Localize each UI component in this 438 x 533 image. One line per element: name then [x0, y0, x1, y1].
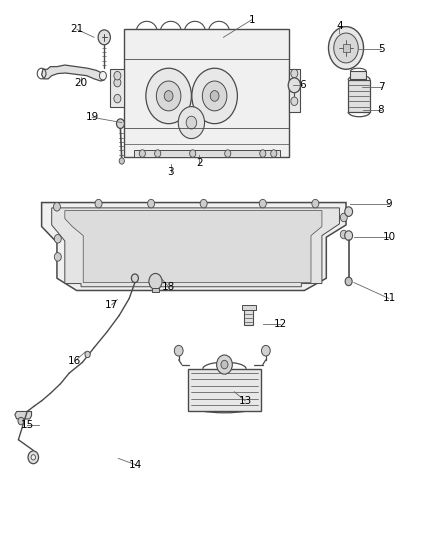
- Circle shape: [148, 199, 155, 208]
- Circle shape: [291, 69, 298, 78]
- Circle shape: [260, 150, 266, 157]
- Circle shape: [149, 273, 162, 289]
- Text: 15: 15: [21, 421, 34, 430]
- Text: 3: 3: [167, 167, 174, 177]
- Polygon shape: [15, 411, 32, 419]
- Circle shape: [225, 150, 231, 157]
- Circle shape: [288, 78, 300, 93]
- Circle shape: [139, 150, 145, 157]
- Circle shape: [200, 199, 207, 208]
- Circle shape: [54, 253, 61, 261]
- Circle shape: [174, 345, 183, 356]
- Text: 16: 16: [68, 357, 81, 366]
- Circle shape: [53, 203, 60, 211]
- Text: 12: 12: [274, 319, 287, 328]
- Text: 11: 11: [382, 294, 396, 303]
- Polygon shape: [42, 203, 346, 290]
- Polygon shape: [124, 29, 289, 157]
- Polygon shape: [52, 208, 339, 287]
- Circle shape: [202, 81, 227, 111]
- Circle shape: [178, 107, 205, 139]
- Circle shape: [156, 81, 181, 111]
- Circle shape: [186, 116, 197, 129]
- Circle shape: [114, 78, 121, 87]
- Text: 1: 1: [248, 15, 255, 25]
- Polygon shape: [343, 44, 350, 52]
- Text: 17: 17: [105, 300, 118, 310]
- Circle shape: [210, 91, 219, 101]
- Circle shape: [312, 199, 319, 208]
- Circle shape: [98, 30, 110, 45]
- Text: 19: 19: [85, 112, 99, 122]
- Text: 7: 7: [378, 82, 385, 92]
- Polygon shape: [348, 80, 370, 112]
- Circle shape: [85, 351, 90, 358]
- Circle shape: [216, 355, 232, 374]
- Circle shape: [114, 71, 121, 80]
- Text: 5: 5: [378, 44, 385, 53]
- Circle shape: [259, 199, 266, 208]
- Polygon shape: [65, 211, 322, 282]
- Polygon shape: [152, 288, 159, 292]
- Text: 21: 21: [70, 25, 83, 34]
- Circle shape: [190, 150, 196, 157]
- Circle shape: [345, 277, 352, 286]
- Text: 13: 13: [239, 396, 252, 406]
- Circle shape: [340, 213, 347, 222]
- Text: 10: 10: [382, 232, 396, 242]
- Circle shape: [334, 33, 358, 63]
- Circle shape: [155, 150, 161, 157]
- Polygon shape: [242, 305, 256, 310]
- Polygon shape: [350, 71, 366, 79]
- Circle shape: [131, 274, 138, 282]
- Polygon shape: [289, 69, 300, 112]
- Text: 9: 9: [385, 199, 392, 209]
- Circle shape: [54, 235, 61, 243]
- Circle shape: [261, 345, 270, 356]
- Text: 4: 4: [336, 21, 343, 30]
- Text: 2: 2: [196, 158, 203, 167]
- Text: 20: 20: [74, 78, 88, 87]
- Circle shape: [95, 199, 102, 208]
- Circle shape: [114, 94, 121, 103]
- Circle shape: [117, 119, 124, 128]
- Circle shape: [28, 451, 39, 464]
- Circle shape: [271, 150, 277, 157]
- Circle shape: [221, 360, 228, 369]
- Circle shape: [291, 81, 298, 90]
- Circle shape: [99, 71, 106, 80]
- Circle shape: [18, 417, 24, 425]
- Circle shape: [345, 231, 353, 240]
- Circle shape: [345, 207, 353, 216]
- Text: 18: 18: [162, 282, 175, 292]
- Circle shape: [291, 97, 298, 106]
- Polygon shape: [188, 369, 261, 411]
- Circle shape: [192, 68, 237, 124]
- Circle shape: [119, 158, 124, 164]
- Polygon shape: [110, 69, 124, 107]
- Circle shape: [340, 230, 347, 239]
- Circle shape: [31, 455, 35, 460]
- Circle shape: [146, 68, 191, 124]
- Text: 6: 6: [299, 80, 306, 90]
- Polygon shape: [42, 65, 105, 81]
- Text: 8: 8: [378, 106, 385, 115]
- Circle shape: [164, 91, 173, 101]
- Circle shape: [328, 27, 364, 69]
- Text: 14: 14: [129, 460, 142, 470]
- Polygon shape: [134, 150, 280, 157]
- Polygon shape: [244, 309, 253, 325]
